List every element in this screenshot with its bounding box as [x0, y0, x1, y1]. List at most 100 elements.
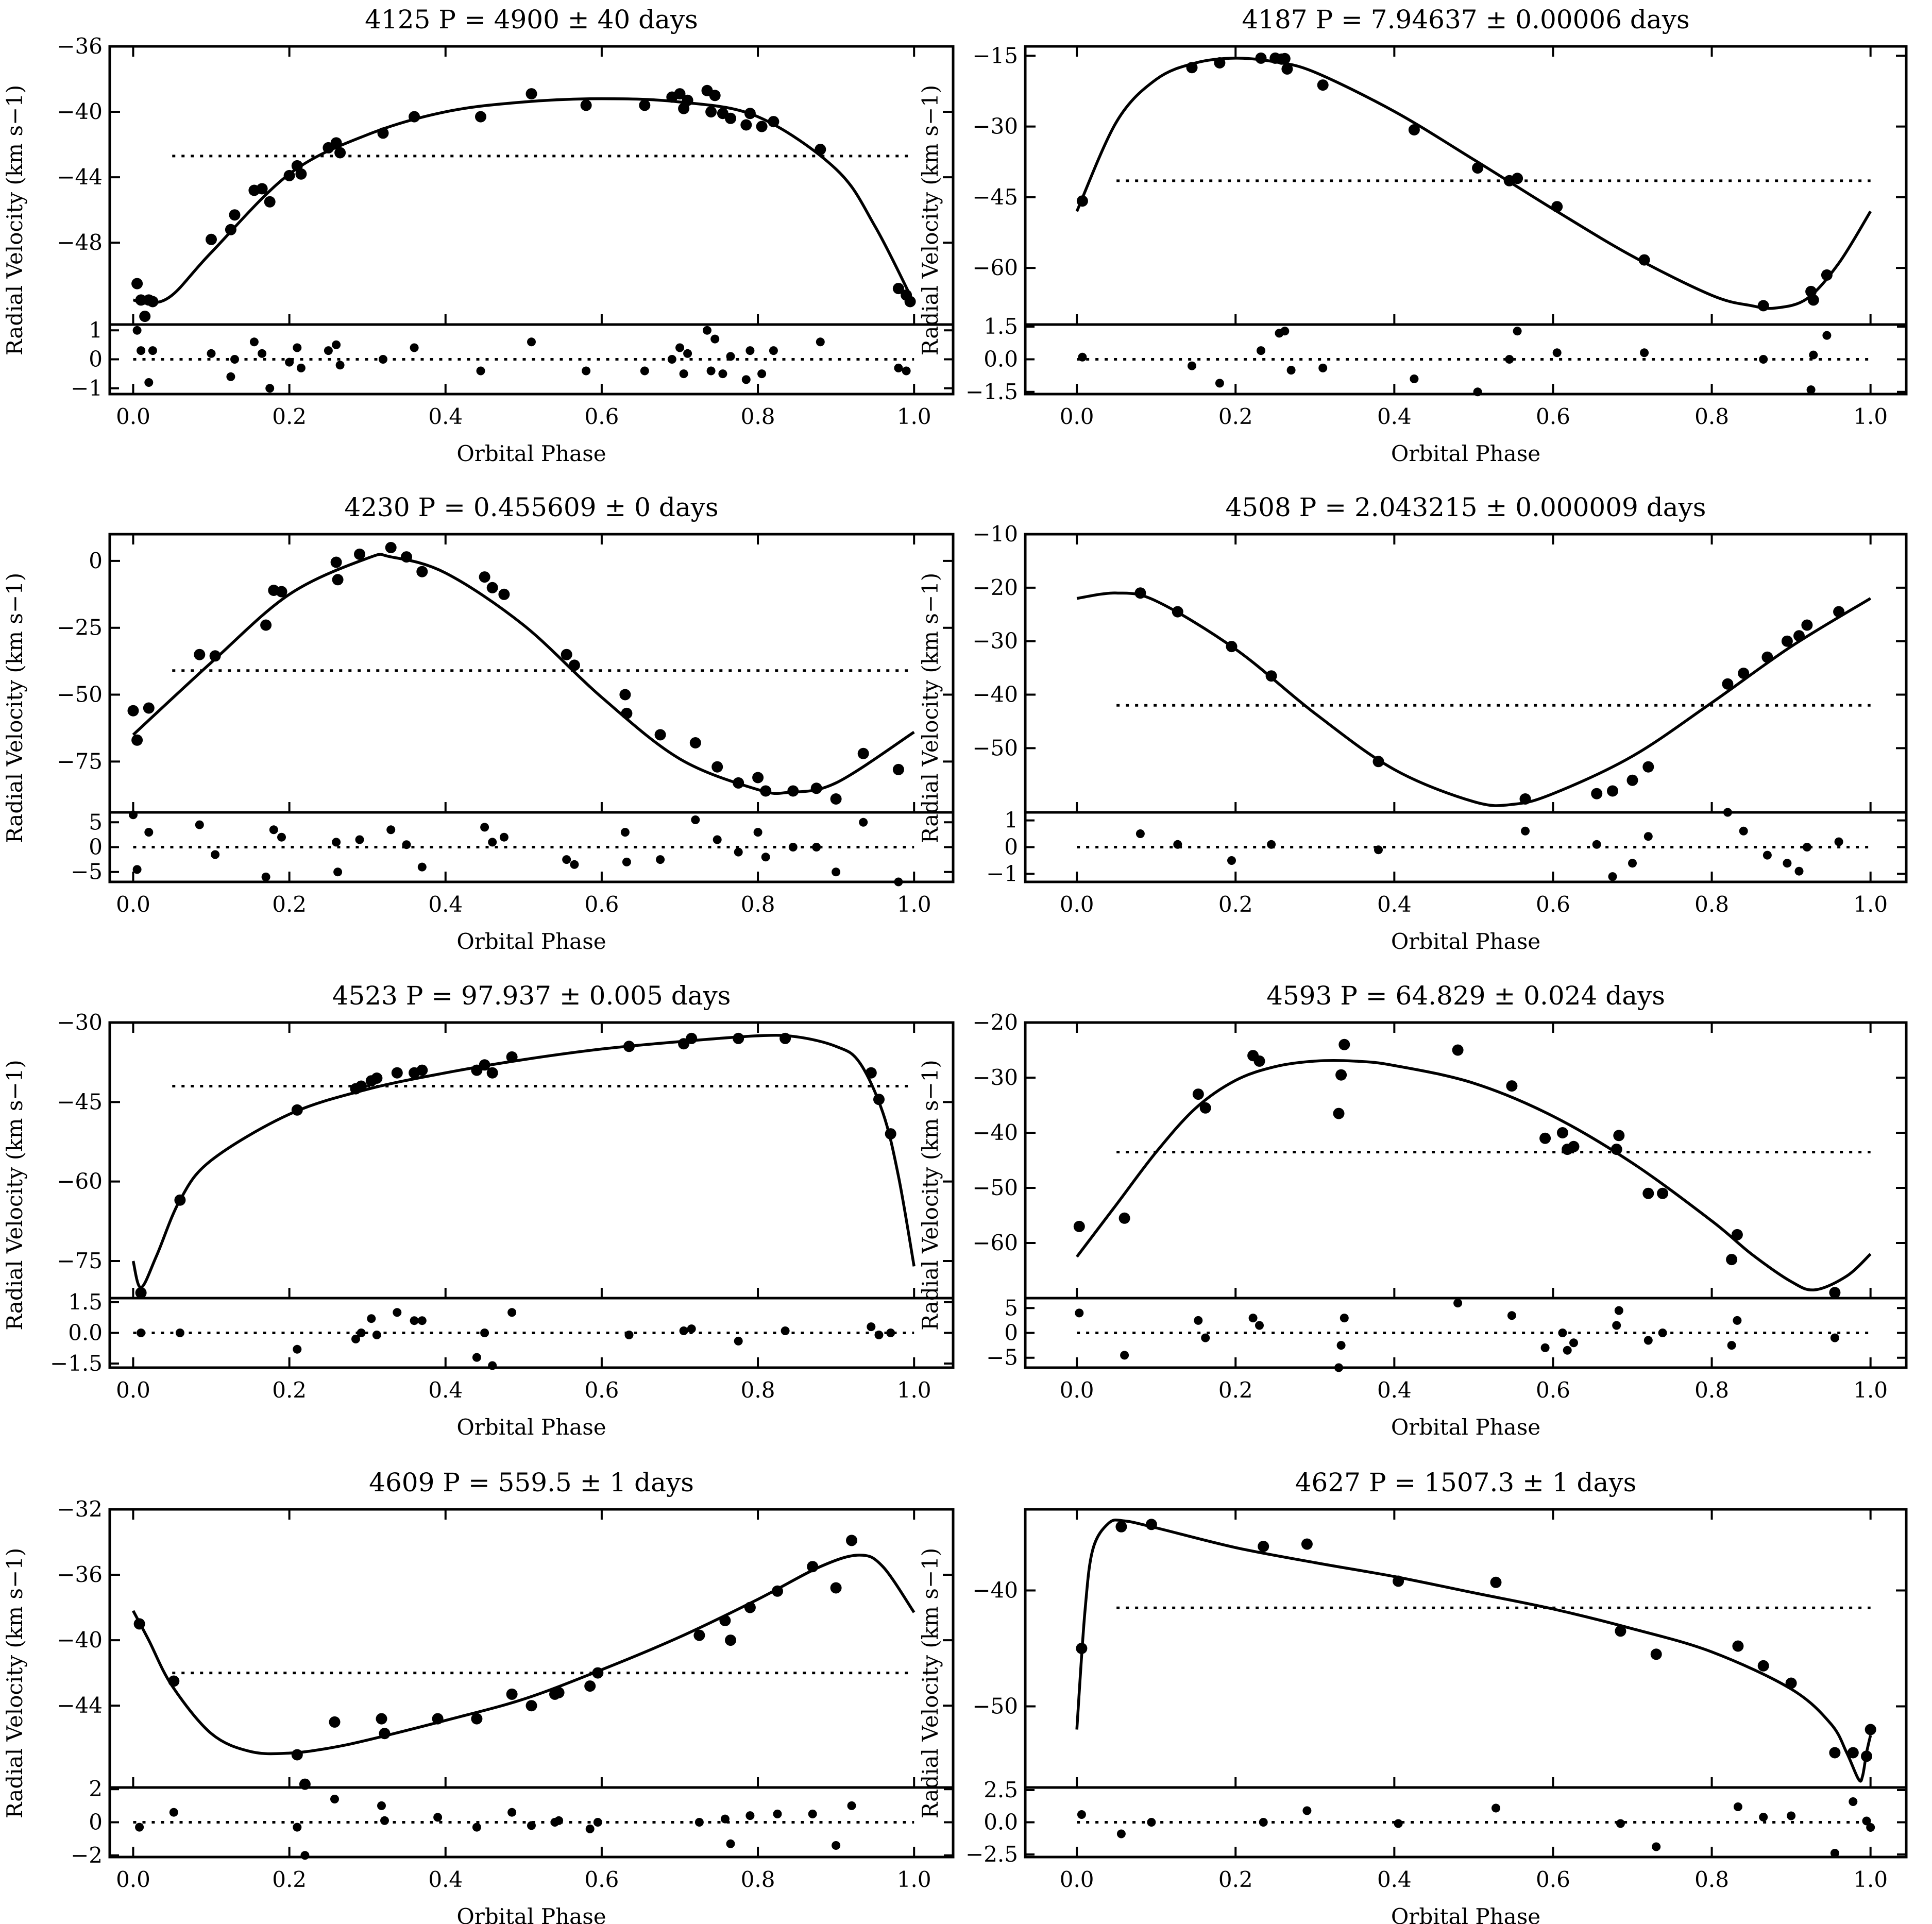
x-tick-label: 0.4 [428, 1867, 463, 1892]
y-tick-label: −45 [57, 1089, 103, 1114]
residual-point [148, 346, 157, 355]
data-point [744, 1602, 756, 1613]
residual-point [285, 357, 294, 367]
residual-point [1453, 1299, 1463, 1308]
data-point [225, 224, 236, 235]
residual-point [410, 343, 419, 352]
residual-point [718, 369, 727, 379]
residual-point [476, 366, 485, 376]
data-point [432, 1713, 444, 1725]
residual-point [261, 872, 270, 881]
residual-point [582, 366, 591, 376]
y-tick-label: 0 [89, 548, 103, 573]
y-tick-label: −50 [972, 1175, 1018, 1200]
residual-y-tick-label: −1 [71, 376, 103, 401]
residual-point [1492, 1803, 1500, 1813]
residual-point [1616, 1819, 1625, 1828]
data-point [1281, 63, 1293, 75]
residual-point [1643, 1336, 1653, 1345]
residual-point [1259, 1818, 1268, 1827]
residual-point [1834, 837, 1843, 846]
data-point [479, 571, 490, 583]
residual-point [781, 1326, 790, 1335]
residual-point [769, 346, 778, 355]
data-point [1847, 1747, 1859, 1759]
residual-point [1552, 348, 1562, 357]
data-point [654, 729, 666, 741]
data-point [475, 111, 486, 123]
data-point [1793, 630, 1805, 642]
data-point [1781, 635, 1793, 647]
x-tick-label: 0.2 [272, 404, 307, 429]
data-point [330, 556, 342, 568]
residual-point [773, 1809, 782, 1818]
y-tick-label: −50 [972, 1694, 1018, 1719]
residual-point [757, 369, 767, 379]
data-point [892, 283, 904, 295]
data-point [174, 1194, 186, 1206]
data-point [143, 702, 155, 714]
data-point [1638, 254, 1650, 266]
x-tick-label: 0.0 [116, 1867, 150, 1892]
x-tick-label: 0.8 [1694, 404, 1729, 429]
data-point [131, 278, 143, 290]
data-point [740, 119, 752, 131]
data-point [689, 737, 701, 748]
data-point [416, 566, 428, 577]
y-axis-label: Radial Velocity (km s−1) [2, 85, 27, 356]
residual-point [624, 1331, 634, 1339]
x-tick-label: 0.8 [741, 1377, 775, 1403]
data-point [1757, 300, 1769, 312]
y-tick-label: −20 [972, 1010, 1018, 1035]
x-axis-label: Orbital Phase [1391, 441, 1540, 466]
x-tick-label: 0.2 [272, 1377, 307, 1403]
x-tick-label: 0.2 [1218, 404, 1253, 429]
y-axis-label: Radial Velocity (km s−1) [2, 1548, 27, 1819]
residual-point [1078, 352, 1087, 362]
residual-point [137, 1329, 146, 1337]
residual-point [656, 855, 665, 864]
main-axes-frame [1024, 1021, 1908, 1300]
y-tick-label: −60 [972, 1230, 1018, 1255]
residual-point [745, 346, 755, 355]
residual-point [894, 363, 903, 372]
data-point [376, 1713, 387, 1725]
residual-point [694, 1818, 704, 1827]
residual-point [1759, 1813, 1768, 1821]
residual-point [570, 860, 579, 869]
residual-point [1787, 1811, 1796, 1820]
residual-point [417, 862, 427, 872]
data-point [1657, 1187, 1669, 1199]
residual-point [691, 815, 700, 824]
x-tick-label: 0.6 [1536, 404, 1570, 429]
residual-point [1658, 1329, 1667, 1337]
panel-title: 4230 P = 0.455609 ± 0 days [344, 492, 718, 522]
data-point [756, 121, 768, 132]
data-point [1393, 1575, 1404, 1587]
main-axes-frame [108, 1508, 955, 1789]
data-point [719, 1615, 731, 1626]
residual-point [195, 820, 204, 829]
data-point [1115, 1521, 1127, 1533]
data-point [1255, 52, 1267, 64]
data-point [1076, 1643, 1088, 1654]
residual-point [710, 334, 720, 344]
residual-point [687, 1324, 696, 1334]
residual-point [1394, 1819, 1403, 1828]
fit-curve [132, 97, 916, 305]
residual-y-tick-label: −1.5 [965, 379, 1018, 404]
residual-point [1628, 859, 1637, 868]
residual-point [1521, 826, 1530, 836]
x-tick-label: 0.8 [1694, 1867, 1729, 1892]
y-axis-label: Radial Velocity (km s−1) [918, 573, 943, 844]
residual-point [488, 838, 497, 847]
data-point [139, 311, 151, 322]
residual-point [585, 1824, 595, 1833]
data-point [725, 112, 736, 124]
residual-y-tick-label: −1.5 [50, 1351, 103, 1376]
y-tick-label: −15 [972, 43, 1018, 68]
x-tick-label: 1.0 [1853, 404, 1888, 429]
y-tick-label: −25 [57, 615, 103, 640]
panel-8: 4627 P = 1507.3 ± 1 days −40 −50 2.5 0.0 −2.5… [918, 1468, 1908, 1924]
data-point [885, 1128, 896, 1140]
